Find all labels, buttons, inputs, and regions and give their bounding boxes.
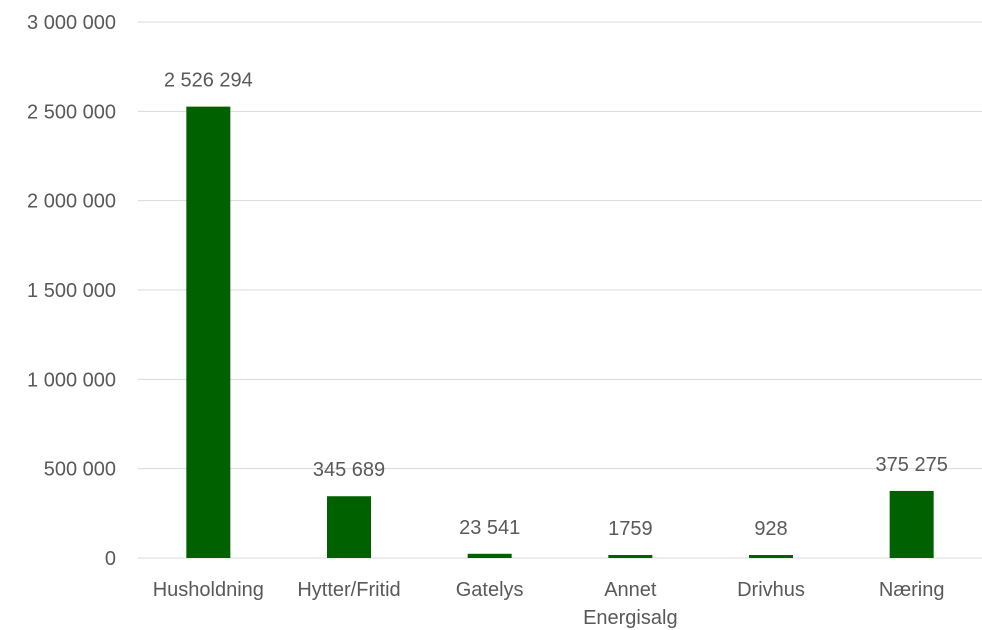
- y-tick-label: 0: [105, 548, 116, 570]
- x-tick-label: Annet Energisalg: [583, 579, 678, 629]
- data-label: 375 275: [876, 454, 948, 476]
- data-label: 2 526 294: [164, 70, 253, 92]
- x-tick-label-line: Annet: [604, 579, 657, 601]
- bar: [327, 496, 371, 558]
- bar: [467, 553, 512, 558]
- x-axis-tick-labels: Husholdning Hytter/Fritid Gatelys Annet Ener…: [153, 579, 945, 629]
- gridlines: [138, 21, 982, 559]
- bar: [186, 106, 231, 559]
- y-axis-tick-labels: 0 500 000 1 000 000 1 500 000 2 000 000 2 500…: [27, 12, 116, 570]
- bars: [186, 106, 934, 559]
- bar: [608, 555, 653, 558]
- y-tick-label: 1 500 000: [27, 280, 116, 302]
- x-tick-label: Drivhus: [737, 579, 805, 601]
- x-tick-label: Hytter/Fritid: [297, 579, 400, 601]
- x-tick-label-line: Næring: [879, 579, 945, 601]
- bar: [749, 555, 793, 558]
- x-tick-label-line: Gatelys: [456, 579, 524, 601]
- data-labels: 2 526 294 345 689 23 541 1759 928 375 275: [164, 70, 948, 540]
- y-tick-label: 2 500 000: [27, 101, 116, 123]
- y-tick-label: 500 000: [44, 459, 116, 481]
- data-label: 23 541: [459, 517, 520, 539]
- data-label: 1759: [608, 518, 653, 540]
- bar: [889, 490, 934, 558]
- x-tick-label: Gatelys: [456, 579, 524, 601]
- y-tick-label: 2 000 000: [27, 191, 116, 213]
- x-tick-label-line: Hytter/Fritid: [297, 579, 400, 601]
- data-label: 345 689: [313, 459, 385, 481]
- x-tick-label: Husholdning: [153, 579, 264, 601]
- y-tick-label: 3 000 000: [27, 12, 116, 34]
- x-tick-label-line: Energisalg: [583, 607, 678, 629]
- x-tick-label-line: Drivhus: [737, 579, 805, 601]
- x-tick-label: Næring: [879, 579, 945, 601]
- x-tick-label-line: Husholdning: [153, 579, 264, 601]
- y-tick-label: 1 000 000: [27, 369, 116, 391]
- data-label: 928: [754, 518, 787, 540]
